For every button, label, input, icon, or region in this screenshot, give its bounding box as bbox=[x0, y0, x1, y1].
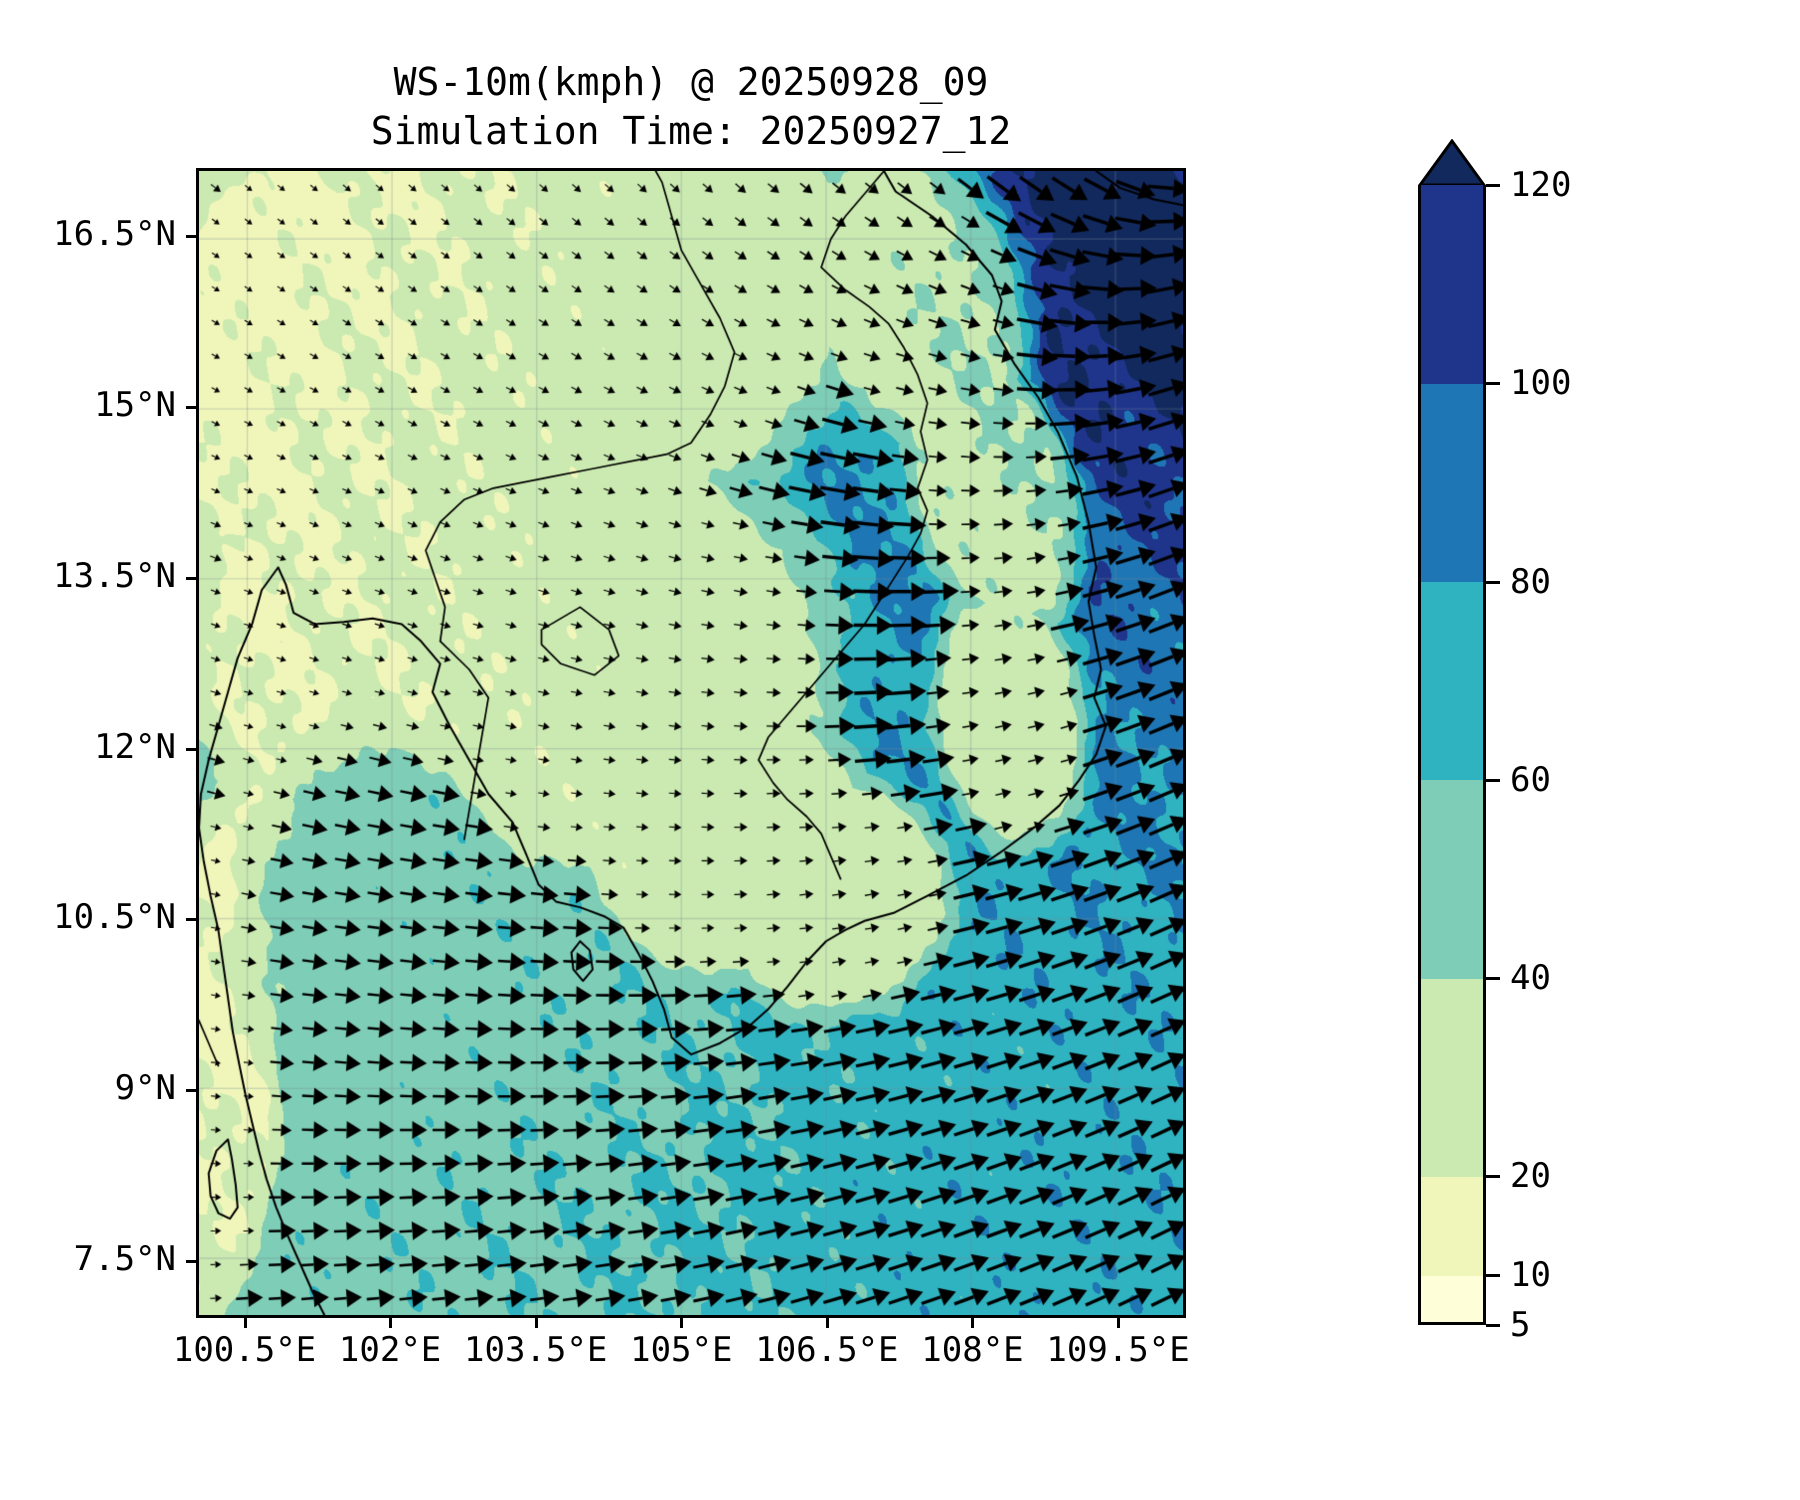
y-tick-label: 16.5°N bbox=[53, 214, 176, 255]
x-tick-mark bbox=[534, 1318, 538, 1328]
colorbar-tick-mark bbox=[1486, 1175, 1500, 1179]
colorbar-segment bbox=[1421, 185, 1483, 384]
y-tick-label: 15°N bbox=[94, 385, 176, 426]
chart-title-line-1: WS-10m(kmph) @ 20250928_09 bbox=[393, 60, 989, 104]
y-tick-label: 13.5°N bbox=[53, 555, 176, 596]
colorbar-tick-mark bbox=[1486, 184, 1500, 187]
colorbar-tick-mark bbox=[1486, 1274, 1500, 1278]
x-tick-mark bbox=[1117, 1318, 1121, 1328]
colorbar-tick-label: 10 bbox=[1510, 1255, 1551, 1296]
x-tick-mark bbox=[825, 1318, 829, 1328]
colorbar-tick-mark bbox=[1486, 778, 1500, 782]
y-tick-mark bbox=[186, 235, 196, 239]
x-tick-label: 109.5°E bbox=[1046, 1330, 1190, 1370]
colorbar-tick-label: 120 bbox=[1510, 165, 1572, 205]
y-tick-label: 9°N bbox=[114, 1068, 176, 1109]
y-tick-mark bbox=[186, 1089, 196, 1093]
colorbar-extend-arrow-icon bbox=[1418, 139, 1486, 187]
x-tick-mark bbox=[680, 1318, 684, 1328]
y-tick-mark bbox=[186, 406, 196, 410]
windspeed-contour-canvas bbox=[199, 171, 1183, 1315]
colorbar-segment bbox=[1421, 978, 1483, 1177]
colorbar-gradient-body bbox=[1418, 185, 1486, 1325]
x-tick-label: 105°E bbox=[630, 1330, 733, 1370]
colorbar-segment bbox=[1421, 581, 1483, 781]
chart-title-block: WS-10m(kmph) @ 20250928_09 Simulation Ti… bbox=[196, 58, 1186, 157]
colorbar: 5 10 20 40 60 80 100 120 bbox=[1418, 139, 1571, 1345]
y-tick-mark bbox=[186, 747, 196, 751]
colorbar-tick-mark bbox=[1486, 1324, 1500, 1327]
chart-title-line-2: Simulation Time: 20250927_12 bbox=[370, 109, 1012, 154]
colorbar-tick-label: 5 bbox=[1510, 1305, 1531, 1345]
x-tick-mark bbox=[971, 1318, 975, 1328]
y-tick-mark bbox=[186, 918, 196, 922]
x-tick-mark bbox=[389, 1318, 393, 1328]
map-plot-area bbox=[196, 168, 1186, 1318]
x-tick-mark bbox=[243, 1318, 247, 1328]
colorbar-tick-label: 20 bbox=[1510, 1156, 1551, 1197]
colorbar-tick-mark bbox=[1486, 977, 1500, 981]
y-tick-label: 12°N bbox=[94, 726, 176, 767]
colorbar-segment bbox=[1421, 383, 1483, 583]
y-tick-label: 7.5°N bbox=[73, 1239, 176, 1280]
x-tick-label: 100.5°E bbox=[172, 1330, 317, 1370]
x-tick-label: 102°E bbox=[338, 1330, 442, 1370]
colorbar-segment bbox=[1421, 779, 1483, 979]
y-tick-mark bbox=[186, 576, 196, 580]
colorbar-tick-label: 60 bbox=[1510, 759, 1551, 800]
colorbar-tick-label: 80 bbox=[1510, 561, 1551, 602]
x-tick-label: 106.5°E bbox=[755, 1330, 899, 1370]
colorbar-tick-label: 40 bbox=[1510, 958, 1551, 999]
x-tick-label: 108°E bbox=[921, 1330, 1024, 1370]
colorbar-segment bbox=[1421, 1176, 1483, 1277]
colorbar-tick-mark bbox=[1486, 580, 1500, 584]
y-tick-label: 10.5°N bbox=[53, 897, 176, 938]
colorbar-tick-label: 100 bbox=[1510, 363, 1572, 404]
colorbar-tick-mark bbox=[1486, 382, 1500, 386]
colorbar-segment bbox=[1421, 1275, 1483, 1322]
x-tick-label: 103.5°E bbox=[464, 1330, 608, 1370]
y-tick-mark bbox=[186, 1260, 196, 1264]
